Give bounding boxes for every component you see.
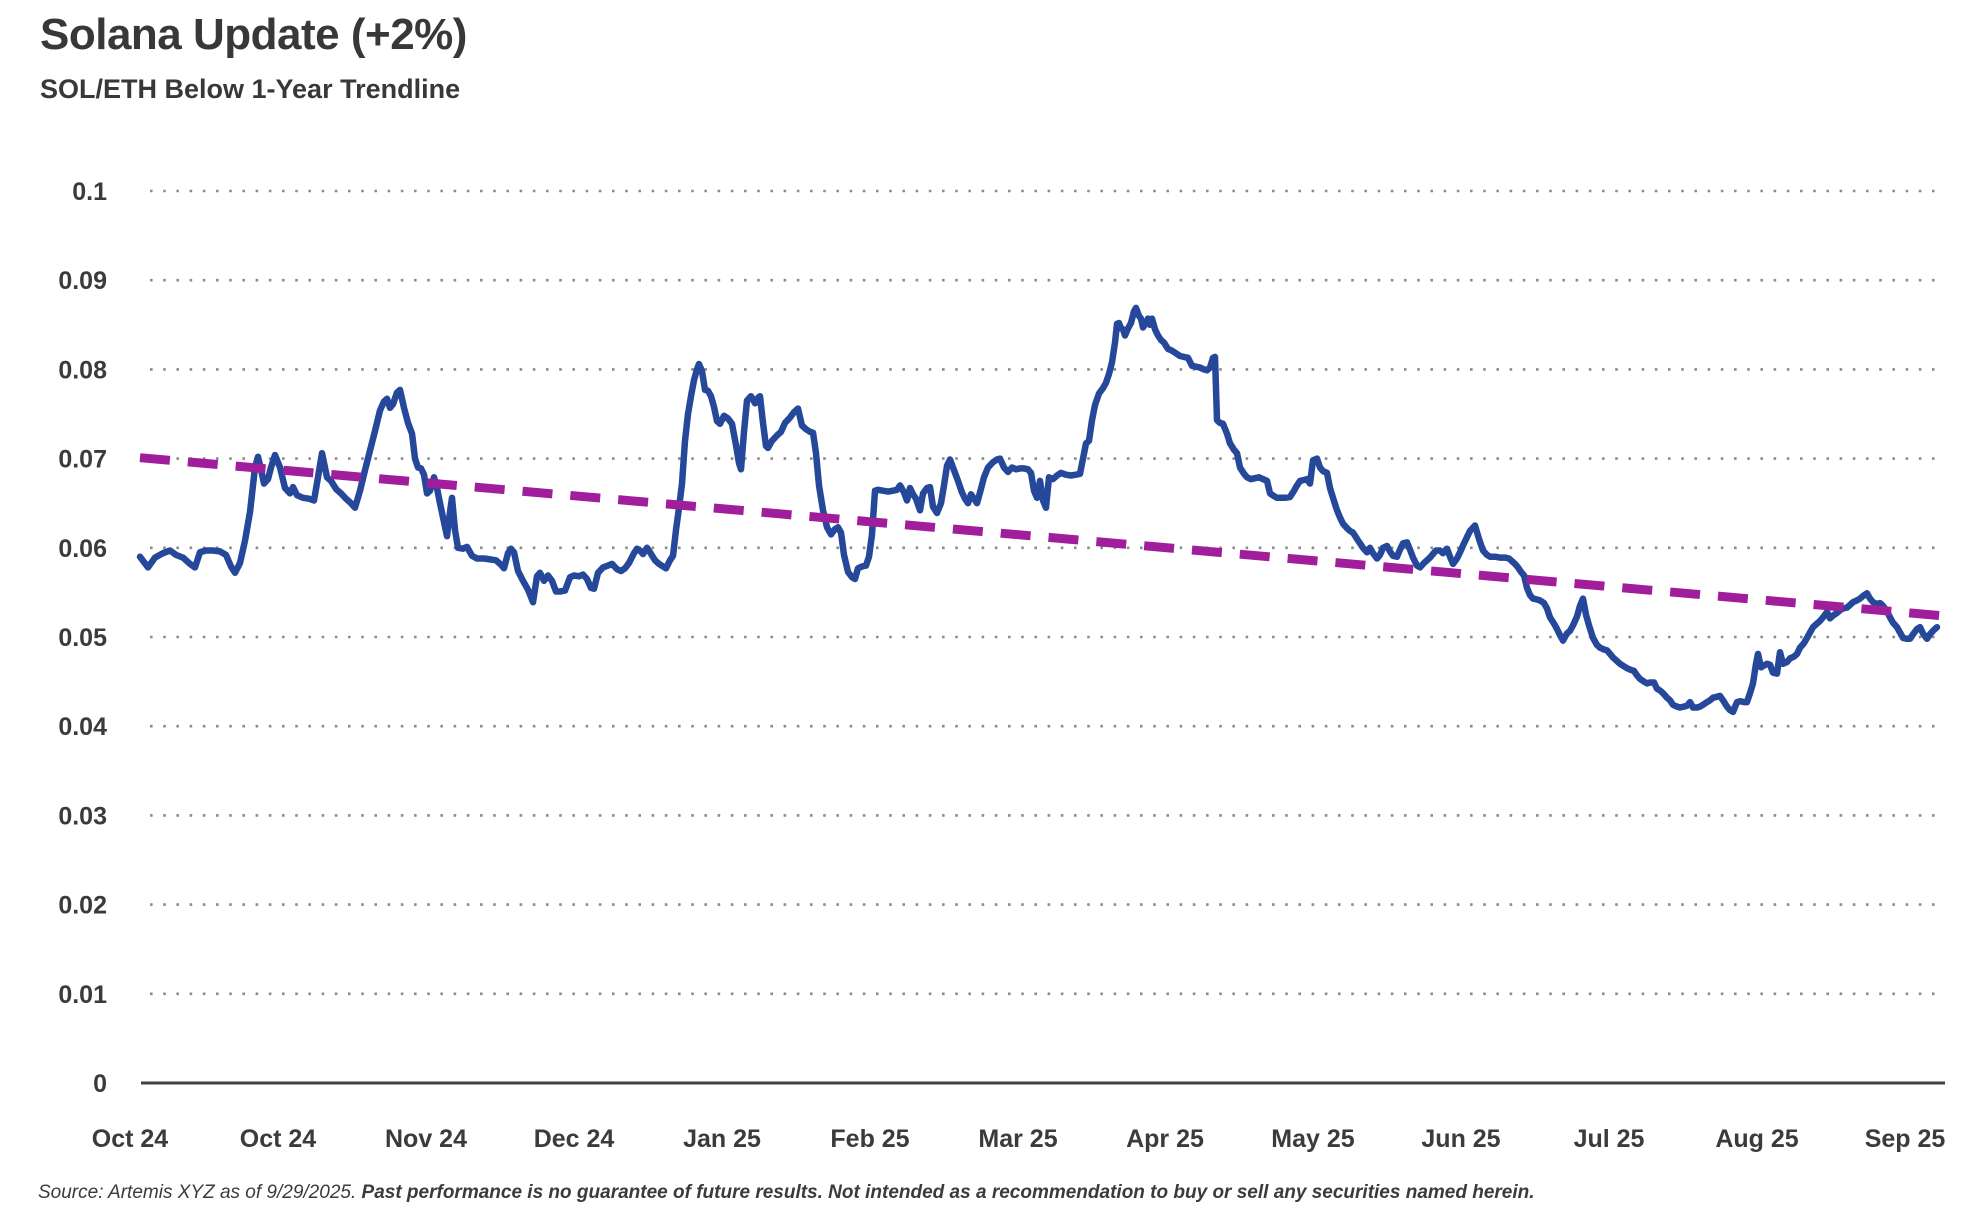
x-tick-label: Oct 24 xyxy=(92,1125,169,1153)
x-tick-label: May 25 xyxy=(1271,1125,1354,1153)
trendline-dashed xyxy=(139,453,1941,621)
y-tick-label: 0.04 xyxy=(58,713,107,741)
chart-subtitle: SOL/ETH Below 1-Year Trendline xyxy=(40,74,461,104)
x-tick-label: Nov 24 xyxy=(385,1125,467,1153)
source-text: Source: Artemis XYZ as of 9/29/2025. xyxy=(38,1182,362,1203)
x-tick-label: Dec 24 xyxy=(534,1125,615,1153)
x-axis-labels: Oct 24 Oct 24 Nov 24 Dec 24 Jan 25 Feb 25 Mar … xyxy=(92,1125,1946,1153)
y-tick-label: 0.02 xyxy=(58,892,107,920)
x-tick-label: Aug 25 xyxy=(1715,1125,1798,1153)
x-tick-label: Jun 25 xyxy=(1421,1125,1500,1153)
page-title: Solana Update (+2%) xyxy=(40,10,467,59)
sol-eth-series-line xyxy=(136,304,1941,716)
x-tick-label: Sep 25 xyxy=(1865,1125,1946,1153)
x-tick-label: Oct 24 xyxy=(240,1125,317,1153)
x-tick-label: Jan 25 xyxy=(683,1125,761,1153)
y-tick-label: 0.03 xyxy=(58,802,107,830)
y-tick-label: 0.05 xyxy=(58,624,107,652)
source-note: Source: Artemis XYZ as of 9/29/2025. Pas… xyxy=(38,1182,1535,1204)
y-tick-label: 0 xyxy=(93,1070,107,1098)
y-axis-labels: 0 0.01 0.02 0.03 0.04 0.05 0.06 0.07 0.08 0.09 0.1 xyxy=(58,178,107,1098)
y-tick-label: 0.01 xyxy=(58,981,107,1009)
x-tick-label: Feb 25 xyxy=(830,1125,909,1153)
y-tick-label: 0.08 xyxy=(58,356,107,384)
x-tick-label: Mar 25 xyxy=(978,1125,1057,1153)
y-tick-label: 0.07 xyxy=(58,446,107,474)
y-tick-label: 0.09 xyxy=(58,267,107,295)
x-tick-label: Jul 25 xyxy=(1574,1125,1645,1153)
disclaimer-text: Past performance is no guarantee of futu… xyxy=(361,1182,1535,1203)
y-tick-label: 0.06 xyxy=(58,535,107,563)
x-tick-label: Apr 25 xyxy=(1126,1125,1204,1153)
y-tick-label: 0.1 xyxy=(72,178,107,206)
